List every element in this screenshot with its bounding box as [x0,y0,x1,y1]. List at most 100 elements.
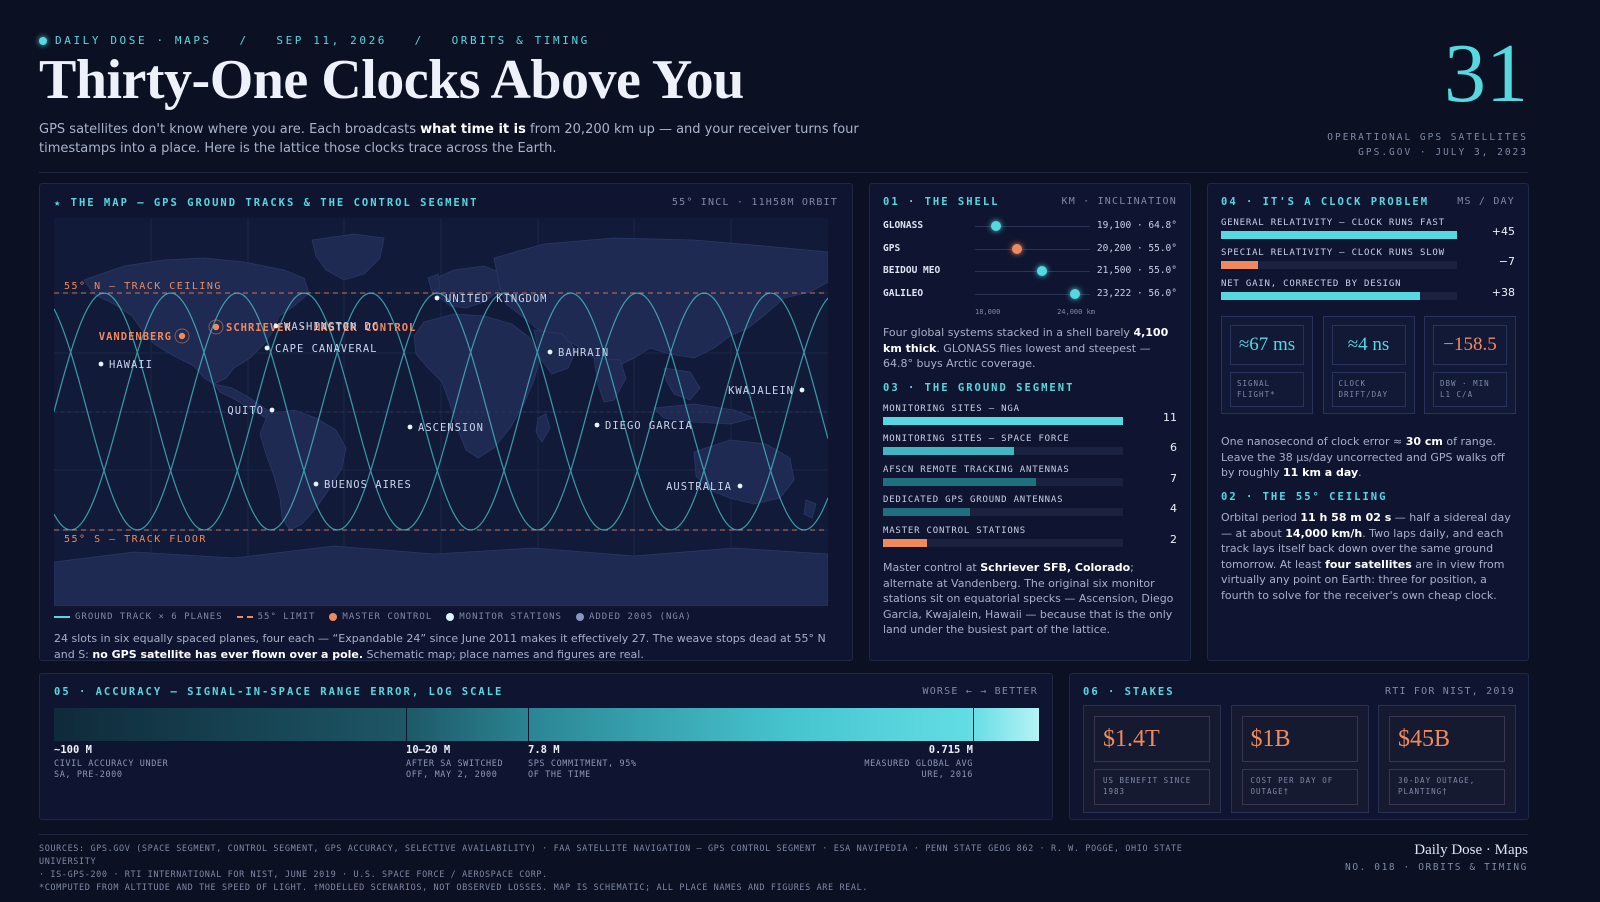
ground-tracks [54,292,828,531]
shell-row: GPS 20,200 · 55.0° [883,243,1177,257]
europe [431,265,505,309]
ground-row: MONITORING SITES — SPACE FORCE 6 [883,434,1177,460]
station-label: QUITO [227,405,264,417]
footnote-line: *COMPUTED FROM ALTITUDE AND THE SPEED OF… [39,883,869,893]
ground-bar [883,538,927,547]
clock-label: GENERAL RELATIVITY — CLOCK RUNS FAST [1221,218,1445,228]
ground-label: MASTER CONTROL STATIONS [883,525,1027,536]
accuracy-desc: AFTER SA SWITCHED [406,759,504,769]
ground-text: Master control at Schriever SFB, Colorad… [883,560,1177,638]
map-title: ★ THE MAP — GPS GROUND TRACKS & THE CONT… [54,197,479,209]
clock-stat-label: SIGNAL FLIGHT* [1230,372,1304,407]
shell-value: 23,222 · 56.0° [1096,287,1177,299]
shell-text-part: . GLONASS flies lowest and steepest — 64… [883,341,1151,371]
shell-track [975,248,1090,250]
arabia [533,329,577,375]
accuracy-tick [973,708,974,741]
accuracy-mark: 10–20 M AFTER SA SWITCHED OFF, MAY 2, 2000 [406,744,503,781]
accuracy-tick [528,708,529,741]
ground-track-4 [54,292,828,531]
satellite-count-label: OPERATIONAL GPS SATELLITES GPS.GOV · JULY… [1327,130,1528,160]
page-title: Thirty-One Clocks Above You [39,49,744,111]
shell-text-emphasis: 4,100 km thick [883,326,1169,355]
clock-stat-label: CLOCK DRIFT/DAY [1331,372,1406,407]
accuracy-gradient-bar [54,708,1039,741]
divider [39,834,1528,835]
continents [54,233,828,606]
shell-row: BEIDOU MEO 21,500 · 55.0° [883,265,1177,279]
ground-bar [883,447,1014,456]
clock-text-emphasis: 30 cm [1405,435,1443,448]
clock-row: NET GAIN, CORRECTED BY DESIGN +38 [1221,279,1515,307]
shell-text: Four global systems stacked in a shell b… [883,325,1177,372]
accuracy-desc: OF THE TIME [528,770,591,780]
legend-dash-icon [236,616,253,618]
ground-title: 03 · THE GROUND SEGMENT [883,382,1075,394]
legend-master-dot-icon [329,613,338,621]
brand: Daily Dose · Maps [1414,842,1528,858]
map-legend: GROUND TRACK × 6 PLANES 55° LIMIT MASTER… [54,612,692,622]
accuracy-description: AFTER SA SWITCHED OFF, MAY 2, 2000 [406,759,503,781]
station-dot-icon [737,483,743,489]
caption-part: Schematic map; place names and figures a… [363,647,644,661]
accuracy-value: ~100 M [54,744,92,756]
ceiling-text-part: — half a sidereal day — at about [1221,511,1511,540]
station-label: BUENOS AIRES [324,479,412,491]
accuracy-value: 0.715 M [928,744,973,756]
station-label: UNITED KINGDOM [445,293,548,305]
stake-card: $1.4T US BENEFIT SINCE 1983 [1083,705,1221,813]
legend-line-icon [54,616,70,618]
accuracy-desc: CIVIL ACCURACY UNDER [54,759,169,769]
accuracy-desc: MEASURED GLOBAL AVG [864,759,973,769]
clock-text-emphasis: 11 km a day [1283,466,1359,479]
shell-panel: 01 · THE SHELL KM · INCLINATION GLONASS 19… [869,183,1191,661]
ground-row: MONITORING SITES — NGA 11 [883,404,1177,430]
map-meta: 55° INCL · 11H58M ORBIT [671,197,838,208]
ceiling-text-part: Orbital period [1221,511,1301,524]
stakes-header: 06 · STAKES RTI FOR NIST, 2019 [1083,686,1515,698]
legend-monitor-dot-icon [446,613,455,621]
shell-axis: 18,000 24,000 km [975,308,1095,316]
legend-added-label: ADDED 2005 (NGA) [588,612,692,622]
ground-bar-track [883,477,1123,486]
ground-count: 11 [1163,411,1177,424]
floor-label: 55° S — TRACK FLOOR [64,534,207,545]
count-label-line: OPERATIONAL GPS SATELLITES [1327,132,1528,143]
clock-label: NET GAIN, CORRECTED BY DESIGN [1221,278,1402,289]
station-label: SCHRIEVER · MASTER CONTROL [226,322,416,334]
kicker-text: DAILY DOSE · MAPS / SEP 11, 2026 / ORBIT… [55,34,590,47]
ground-track-6 [54,292,828,531]
ceiling-title: 02 · THE 55° CEILING [1221,491,1388,503]
station-label: WASHINGTON DC [284,321,379,333]
south-america [259,409,347,531]
station-label: VANDENBERG [99,331,172,343]
ground-label: MONITORING SITES — SPACE FORCE [883,434,1070,445]
station-dot-icon [799,387,805,393]
uk [427,273,441,293]
station-dot-icon [273,323,279,329]
kicker-dot-icon [39,36,47,45]
accuracy-description: SPS COMMITMENT, 95% OF THE TIME [528,759,637,781]
shell-system-name: GLONASS [883,220,924,231]
legend-master: MASTER CONTROL [329,612,432,622]
station-label: HAWAII [109,359,153,371]
station-dot-icon [594,422,600,428]
legend-limit-label: 55° LIMIT [257,612,316,622]
legend-master-label: MASTER CONTROL [342,612,433,622]
clock-label: SPECIAL RELATIVITY — CLOCK RUNS SLOW [1221,248,1445,259]
asia [493,237,828,369]
clock-bar [1221,231,1457,239]
station-markers: VANDENBERG SCHRIEVER · MASTER CONTROL HAWA… [98,293,805,493]
clock-value: +38 [1491,285,1515,299]
shell-text-part: Four global systems stacked in a shell b… [883,326,1134,339]
ceiling-text-part: . Two laps daily, and each track lays it… [1221,526,1504,571]
greenland [311,233,385,281]
africa [413,313,541,459]
shell-system-name: GPS [883,242,901,254]
shell-system-name: BEIDOU MEO [883,265,941,277]
sources-line: · IS-GPS-200 · RTI INTERNATIONAL FOR NIS… [39,870,548,880]
station-dot-icon [313,481,319,487]
satellite-count: 31 [1444,27,1528,120]
map-panel: ★ THE MAP — GPS GROUND TRACKS & THE CONT… [39,183,853,661]
shell-altitude-dot [1037,266,1048,277]
